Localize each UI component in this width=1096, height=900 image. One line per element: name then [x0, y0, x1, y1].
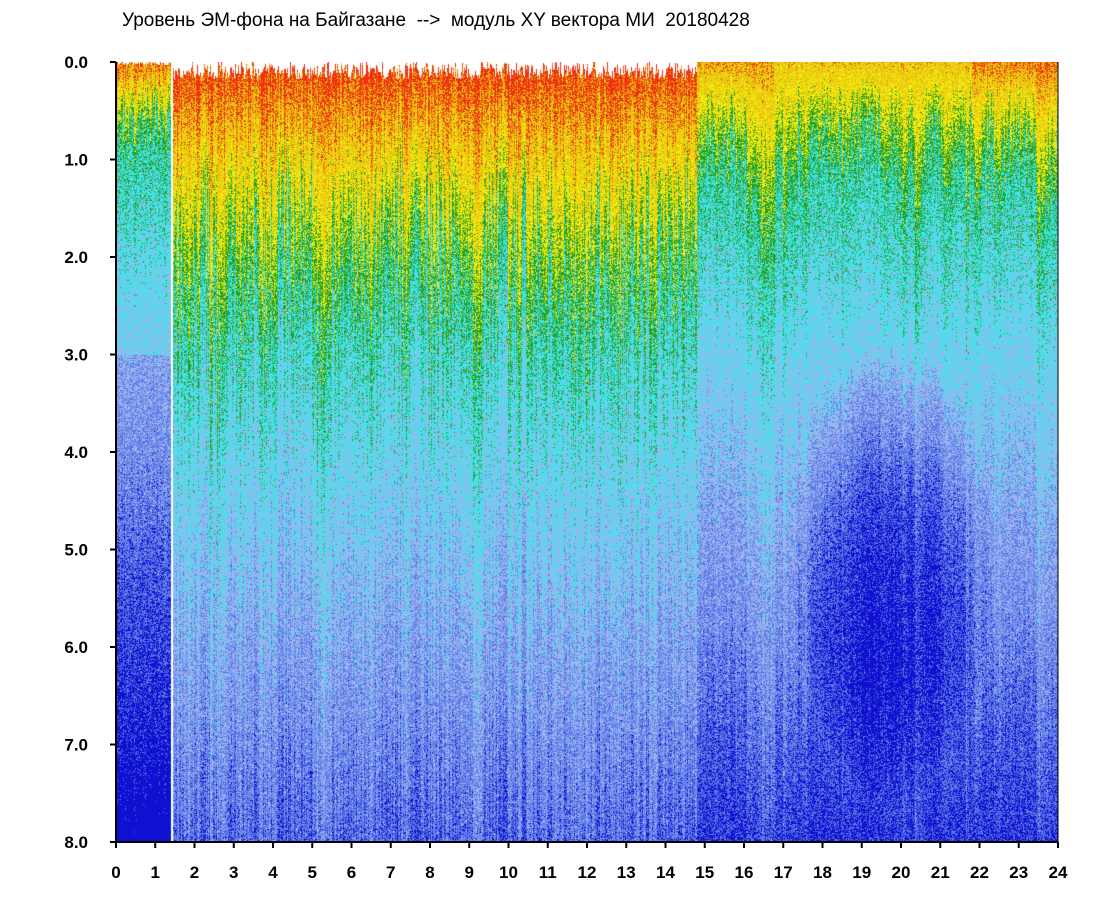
x-tick-label: 21 — [931, 863, 950, 882]
x-tick-label: 12 — [578, 863, 597, 882]
y-tick-label: 3.0 — [64, 346, 88, 365]
x-tick-label: 18 — [813, 863, 832, 882]
y-tick-label: 7.0 — [64, 736, 88, 755]
x-tick-label: 1 — [151, 863, 160, 882]
x-tick-label: 10 — [499, 863, 518, 882]
y-tick-label: 8.0 — [64, 833, 88, 852]
x-tick-label: 5 — [308, 863, 317, 882]
x-tick-label: 24 — [1049, 863, 1068, 882]
x-tick-label: 20 — [892, 863, 911, 882]
x-tick-label: 13 — [617, 863, 636, 882]
plot-layer — [116, 62, 1058, 842]
x-tick-label: 19 — [852, 863, 871, 882]
x-tick-label: 23 — [1009, 863, 1028, 882]
y-tick-label: 6.0 — [64, 638, 88, 657]
x-tick-label: 4 — [268, 863, 278, 882]
x-tick-label: 11 — [539, 863, 557, 882]
x-tick-label: 0 — [111, 863, 120, 882]
x-tick-label: 22 — [970, 863, 989, 882]
x-tick-label: 8 — [425, 863, 434, 882]
x-tick-label: 7 — [386, 863, 395, 882]
x-tick-label: 17 — [774, 863, 793, 882]
y-tick-label: 0.0 — [64, 53, 88, 72]
x-tick-label: 2 — [190, 863, 199, 882]
y-tick-label: 2.0 — [64, 248, 88, 267]
y-tick-label: 1.0 — [64, 151, 88, 170]
x-tick-label: 15 — [695, 863, 714, 882]
y-tick-label: 5.0 — [64, 541, 88, 560]
y-tick-label: 4.0 — [64, 443, 88, 462]
axis-layer: 0.01.02.03.04.05.06.07.08.00 1 2 3 4 5 6 7 8 9 10 1… — [64, 53, 1068, 882]
x-tick-label: 14 — [656, 863, 675, 882]
chart-title: Уровень ЭМ-фона на Байгазане --> модуль … — [122, 10, 750, 31]
x-tick-label: 6 — [347, 863, 356, 882]
x-tick-label: 3 — [229, 863, 238, 882]
heatmap-raster — [116, 62, 1058, 842]
x-tick-label: 16 — [735, 863, 754, 882]
x-tick-label: 9 — [465, 863, 474, 882]
